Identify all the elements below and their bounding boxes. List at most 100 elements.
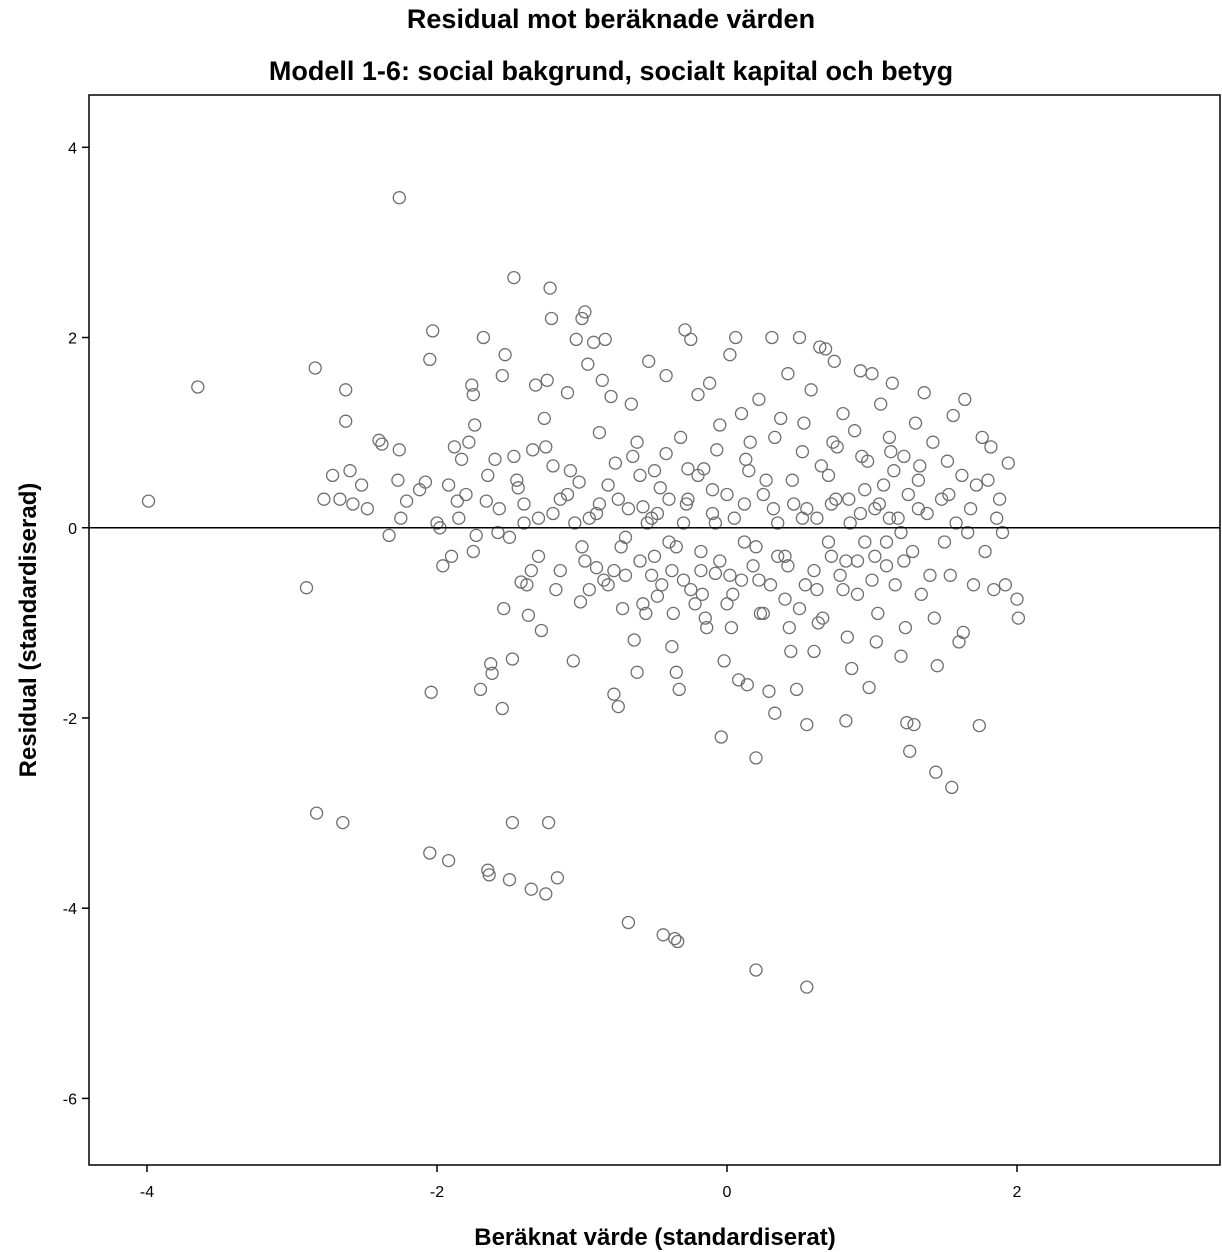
- scatter-point: [800, 717, 814, 732]
- scatter-point: [765, 330, 779, 345]
- scatter-point: [346, 497, 360, 511]
- scatter-point: [943, 568, 957, 582]
- scatter-point: [853, 364, 868, 378]
- scatter-point: [940, 454, 955, 468]
- scatter-point: [424, 685, 438, 699]
- scatter-point: [961, 525, 975, 540]
- scatter-point: [913, 459, 927, 473]
- scatter-point: [647, 464, 662, 478]
- scatter-point: [705, 506, 720, 521]
- scatter-point: [727, 511, 741, 525]
- x-tick-label: -2: [430, 1184, 444, 1201]
- y-tick-label: 2: [68, 331, 77, 348]
- scatter-point: [795, 445, 810, 459]
- scatter-point: [644, 568, 659, 582]
- scatter-point: [810, 582, 824, 597]
- scatter-point: [333, 492, 347, 506]
- scatter-point: [813, 340, 827, 354]
- scatter-point: [743, 435, 757, 449]
- scatter-point: [659, 446, 673, 461]
- scatter-point: [325, 468, 340, 483]
- chart-title: Residual mot beräknade värden: [406, 4, 816, 34]
- scatter-point: [592, 425, 607, 440]
- scatter-point: [505, 652, 520, 666]
- scatter-point: [723, 568, 737, 582]
- scatter-point: [995, 525, 1010, 540]
- scatter-point: [956, 625, 970, 640]
- plot-frame: [88, 94, 1221, 1166]
- scatter-point: [394, 511, 408, 525]
- scatter-point: [569, 332, 583, 347]
- chart-subtitle: Modell 1-6: social bakgrund, socialt kap…: [268, 56, 954, 86]
- scatter-point: [553, 563, 567, 578]
- scatter-point: [539, 440, 553, 454]
- scatter-point: [762, 684, 776, 698]
- scatter-point: [671, 934, 685, 949]
- scatter-point: [818, 342, 833, 356]
- y-axis-ticks: -6 -4 -2 0 2 4: [63, 140, 89, 1108]
- scatter-point: [676, 573, 691, 587]
- scatter-point: [850, 554, 865, 568]
- scatter-point: [141, 494, 156, 508]
- scatter-point: [885, 376, 899, 390]
- scatter-point: [911, 502, 926, 516]
- scatter-point: [560, 487, 575, 502]
- x-tick-label: 0: [723, 1184, 732, 1201]
- scatter-point: [700, 620, 714, 635]
- scatter-point: [800, 502, 814, 516]
- scatter-point: [839, 714, 853, 728]
- scatter-point: [946, 408, 960, 423]
- scatter-point: [897, 554, 911, 568]
- scatter-point: [898, 620, 913, 635]
- scatter-point: [639, 606, 653, 621]
- scatter-point: [539, 887, 553, 901]
- scatter-point: [879, 535, 894, 549]
- scatter-point: [824, 549, 839, 563]
- scatter-point: [618, 568, 633, 582]
- scatter-point: [462, 435, 476, 449]
- scatter-point: [339, 383, 353, 397]
- scatter-point: [299, 581, 314, 595]
- scatter-point: [868, 502, 882, 516]
- scatter-point: [482, 868, 496, 882]
- scatter-point: [450, 494, 464, 508]
- scatter-point: [1011, 611, 1026, 625]
- scatter-point: [814, 459, 828, 473]
- scatter-point: [981, 473, 995, 487]
- scatter-point: [942, 487, 956, 502]
- scatter-point: [665, 563, 679, 578]
- scatter-point: [926, 435, 940, 449]
- scatter-point: [826, 435, 840, 449]
- scatter-point: [914, 587, 928, 601]
- scatter-point: [586, 335, 601, 349]
- scatter-point: [978, 544, 992, 559]
- scatter-point: [911, 473, 926, 487]
- scatter-point: [850, 587, 865, 601]
- scatter-point: [929, 765, 943, 779]
- scatter-point: [807, 563, 821, 578]
- scatter-point: [768, 706, 782, 720]
- scatter-point: [608, 456, 623, 470]
- scatter-point: [891, 511, 905, 525]
- scatter-point: [659, 368, 673, 383]
- scatter-point: [418, 475, 433, 489]
- scatter-point: [879, 559, 894, 573]
- scatter-point: [756, 606, 770, 621]
- scatter-point: [691, 468, 705, 483]
- scatter-point: [582, 582, 596, 597]
- scatter-point: [598, 332, 612, 347]
- scatter-point: [897, 449, 911, 464]
- scatter-point: [888, 578, 902, 592]
- scatter-point: [391, 473, 405, 487]
- scatter-point: [621, 915, 636, 930]
- scatter-point: [426, 324, 440, 338]
- scatter-point: [662, 492, 676, 506]
- scatter-point: [624, 397, 638, 411]
- scatter-point: [778, 592, 792, 606]
- scatter-point: [987, 582, 1001, 597]
- scatter-point: [497, 601, 511, 616]
- scatter-point: [412, 483, 427, 497]
- scatter-point: [607, 687, 621, 701]
- scatter-point: [784, 644, 798, 659]
- scatter-point: [774, 411, 788, 426]
